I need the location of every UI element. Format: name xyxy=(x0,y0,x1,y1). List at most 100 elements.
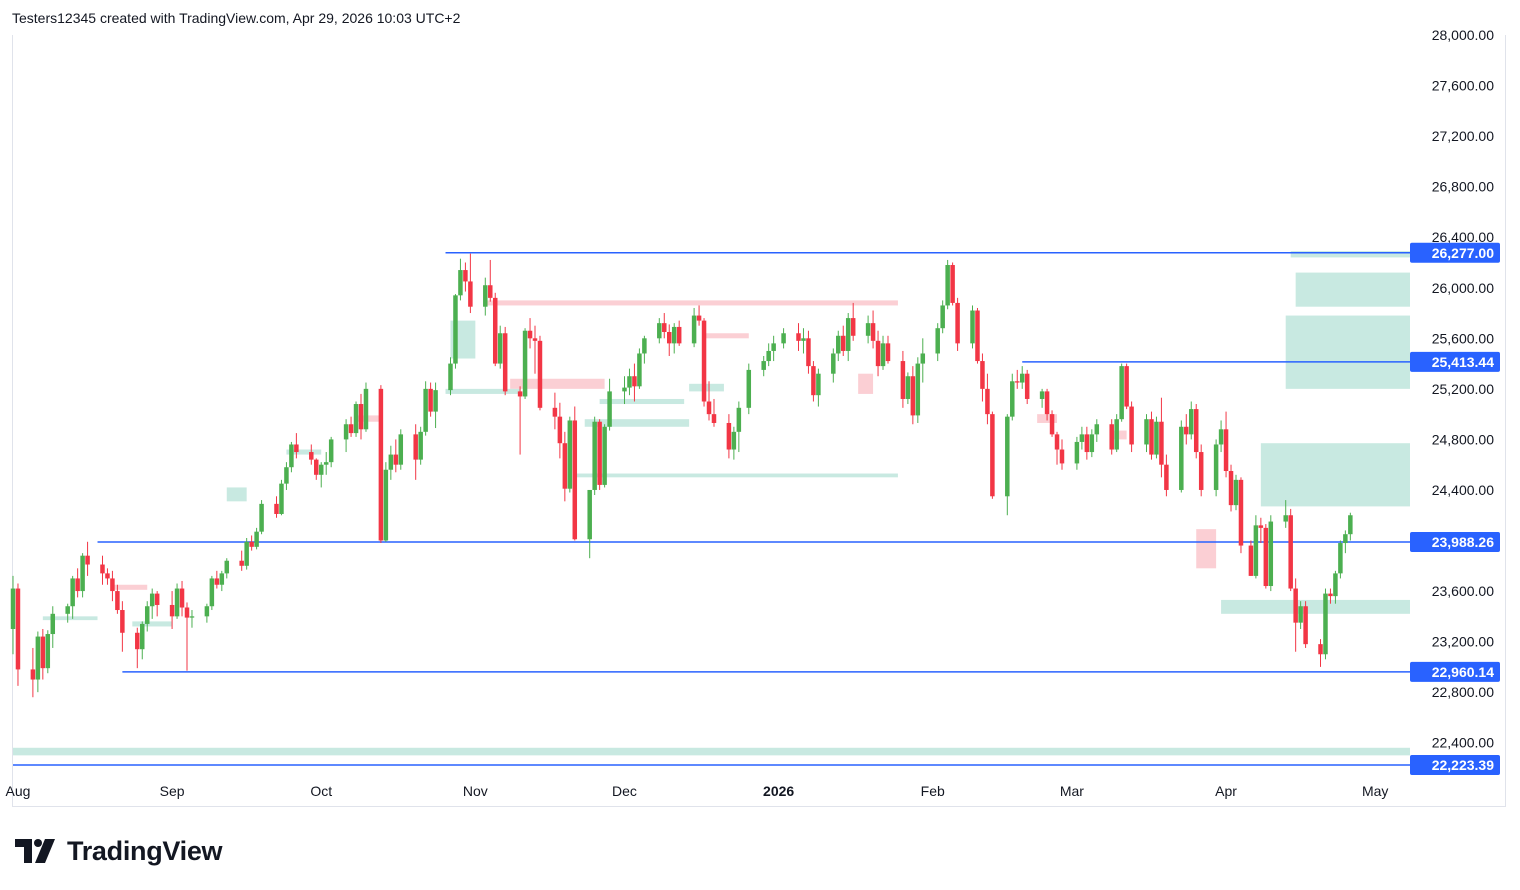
candle-down xyxy=(154,593,160,605)
candle-up xyxy=(880,343,886,367)
price-tick-label: 27,200.00 xyxy=(1432,128,1494,144)
price-tick-label: 23,600.00 xyxy=(1432,583,1494,599)
candle-down xyxy=(1263,527,1269,587)
candle-up xyxy=(10,588,16,629)
candle-up xyxy=(522,330,528,397)
candle-up xyxy=(801,338,806,341)
candle-up xyxy=(70,578,75,607)
candle-down xyxy=(1059,449,1065,464)
candle-up xyxy=(254,531,259,547)
candle-up xyxy=(771,343,776,351)
candle-down xyxy=(850,318,856,336)
candle-up xyxy=(418,431,423,460)
candle-down xyxy=(214,578,220,585)
candles-layer xyxy=(10,253,1353,698)
time-axis: Aug Sep Oct Nov Dec 2026 Feb Mar Apr May xyxy=(6,783,1389,799)
candle-down xyxy=(30,669,36,680)
candle-up xyxy=(836,335,841,354)
candle-up xyxy=(1298,606,1303,623)
candle-up xyxy=(691,315,697,344)
levels-layer xyxy=(13,252,1410,766)
candle-down xyxy=(1198,452,1204,490)
candle-down xyxy=(184,607,190,618)
tradingview-logo-icon xyxy=(15,839,55,863)
candle-up xyxy=(318,464,324,475)
candle-up xyxy=(1338,543,1343,574)
candle-down xyxy=(249,541,254,547)
candle-down xyxy=(1164,464,1169,490)
candle-up xyxy=(448,363,453,391)
candle-up xyxy=(423,388,428,432)
demand-zone xyxy=(1221,599,1410,614)
candle-up xyxy=(657,323,662,339)
candle-down xyxy=(179,588,185,608)
candle-down xyxy=(1149,419,1154,455)
candle-up xyxy=(945,265,950,306)
candle-up xyxy=(1253,525,1259,576)
candle-down xyxy=(428,388,433,412)
candle-down xyxy=(358,404,364,430)
price-tick-label: 26,400.00 xyxy=(1432,229,1494,245)
candle-up xyxy=(1179,426,1184,490)
candle-up xyxy=(244,541,249,566)
candle-up xyxy=(458,270,463,296)
supply-zone xyxy=(356,415,381,422)
candle-down xyxy=(110,578,115,592)
demand-zone xyxy=(1295,272,1410,307)
candle-down xyxy=(1303,606,1308,645)
candle-down xyxy=(468,281,473,307)
tradingview-logo[interactable]: TradingView xyxy=(15,834,223,868)
candle-down xyxy=(796,333,801,341)
candle-down xyxy=(120,610,125,633)
supply-zone xyxy=(704,333,749,339)
candle-up xyxy=(1089,434,1095,453)
candle-up xyxy=(174,588,180,617)
candle-up xyxy=(289,444,294,468)
candle-up xyxy=(383,469,389,541)
candle-down xyxy=(1129,406,1134,445)
price-tick-label: 26,800.00 xyxy=(1432,179,1494,195)
candle-up xyxy=(219,573,225,585)
candle-up xyxy=(970,310,975,344)
candle-down xyxy=(662,323,667,332)
candle-up xyxy=(224,560,230,574)
candle-down xyxy=(40,636,46,669)
candle-down xyxy=(840,335,846,351)
candle-down xyxy=(1024,373,1030,399)
candle-down xyxy=(1109,424,1114,450)
candle-down xyxy=(314,459,319,475)
candle-up xyxy=(1213,444,1219,490)
time-tick-label: Aug xyxy=(6,783,31,799)
level-price-label: 25,413.44 xyxy=(1432,354,1494,370)
candle-down xyxy=(532,338,538,341)
demand-zone xyxy=(599,398,685,405)
candle-down xyxy=(135,632,140,650)
candle-up xyxy=(65,606,70,614)
candle-up xyxy=(1079,434,1085,442)
time-tick-label: Oct xyxy=(310,783,332,799)
level-price-badge xyxy=(1410,755,1500,776)
candle-up xyxy=(1323,593,1328,655)
candle-down xyxy=(1293,588,1298,623)
candle-down xyxy=(1248,545,1254,576)
candle-up xyxy=(343,424,349,440)
supply-zone xyxy=(485,300,898,306)
candle-up xyxy=(935,328,940,354)
candle-down xyxy=(1193,409,1199,453)
candle-down xyxy=(378,388,384,541)
candle-up xyxy=(1119,366,1124,420)
candle-up xyxy=(736,407,742,432)
candle-up xyxy=(80,555,85,592)
candle-down xyxy=(676,326,682,344)
demand-zone xyxy=(1285,315,1410,389)
candle-up xyxy=(642,338,647,354)
candle-up xyxy=(204,606,210,617)
candle-down xyxy=(1124,366,1129,407)
candle-down xyxy=(1054,434,1060,450)
price-axis: 22,400.0022,800.0023,200.0023,600.0024,0… xyxy=(1432,27,1494,751)
candle-up xyxy=(1189,409,1194,435)
candle-up xyxy=(1154,421,1159,455)
level-price-label: 26,277.00 xyxy=(1432,245,1494,261)
candle-down xyxy=(572,420,578,540)
